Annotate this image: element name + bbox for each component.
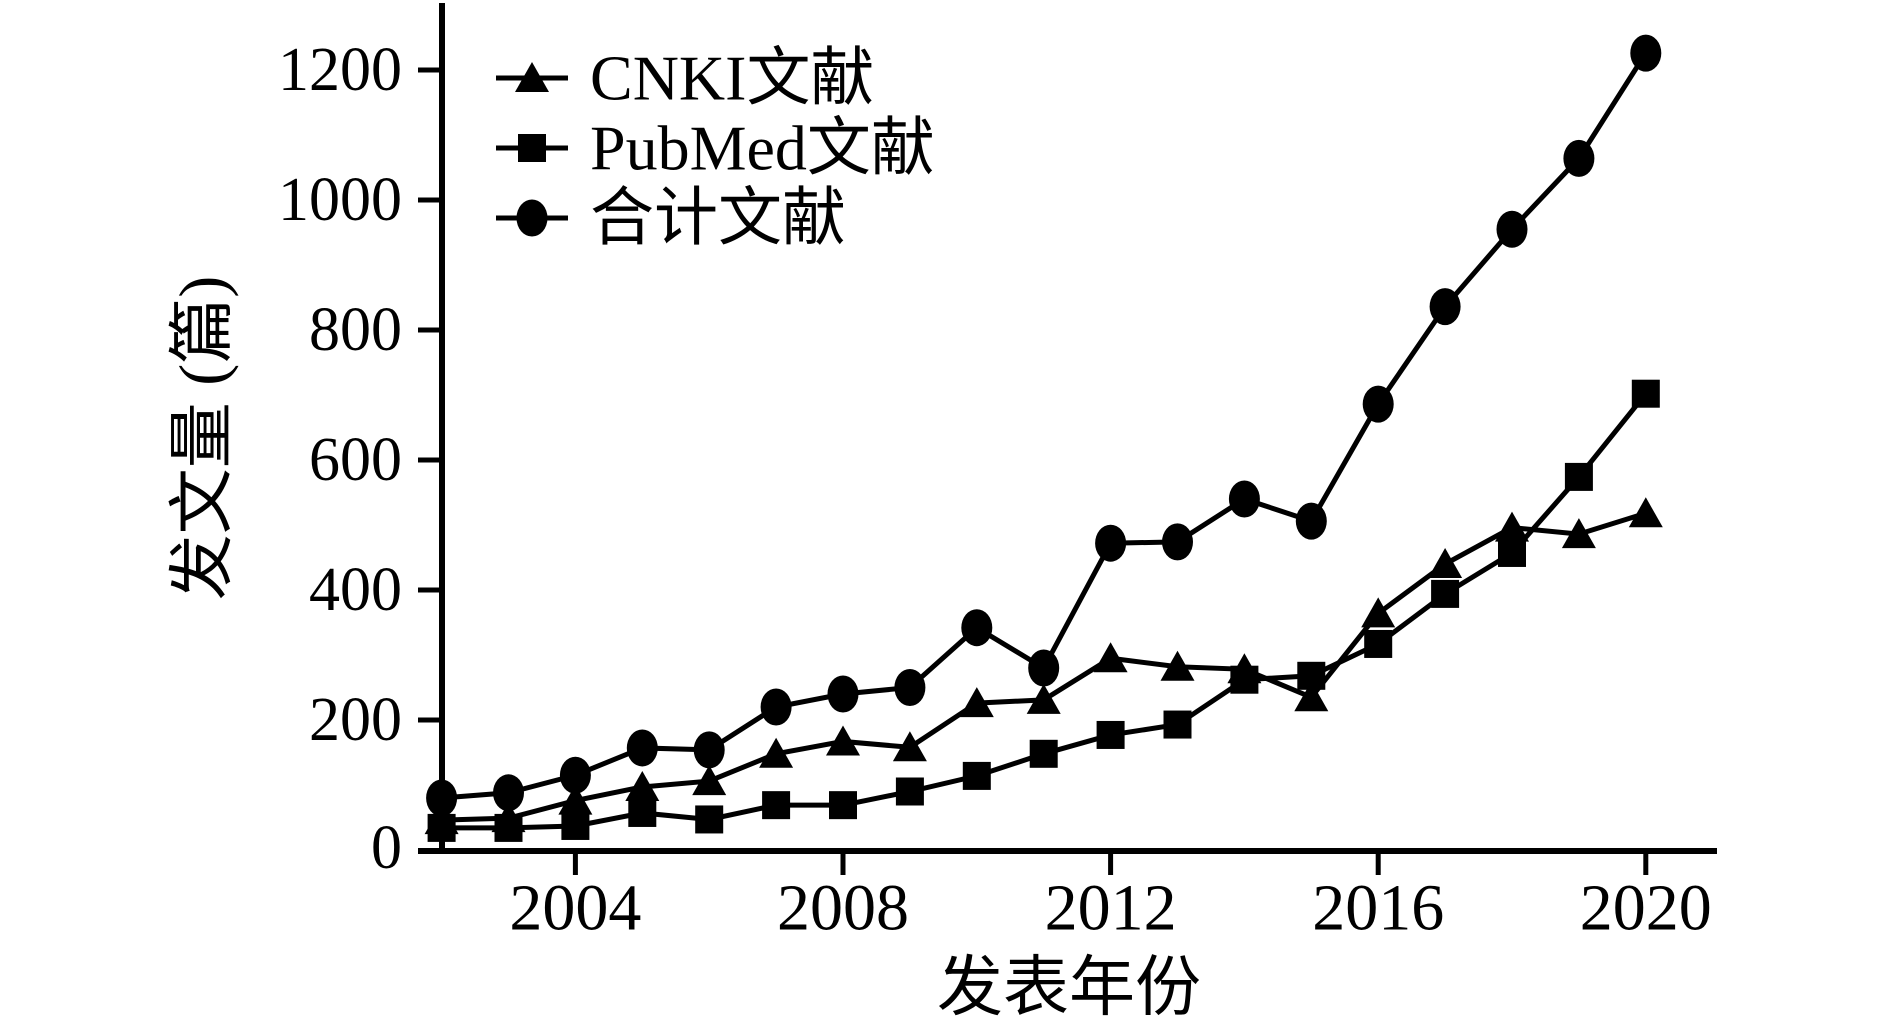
total-point-2016 xyxy=(1362,385,1394,423)
y-axis-ticks xyxy=(418,67,442,723)
total-point-2011 xyxy=(1028,649,1060,687)
total-point-2012 xyxy=(1095,524,1127,562)
pubmed-point-2018 xyxy=(1498,538,1526,567)
axes xyxy=(418,3,1717,854)
cnki-point-2016 xyxy=(1361,597,1396,628)
pubmed-point-2010 xyxy=(962,761,991,790)
total-point-2007 xyxy=(760,688,792,726)
cnki-point-2007 xyxy=(759,737,794,768)
total-point-2019 xyxy=(1563,139,1595,177)
pubmed-point-2019 xyxy=(1564,462,1593,491)
x-tick-label: 2012 xyxy=(1045,872,1177,945)
total-point-2008 xyxy=(827,675,859,713)
total-point-2005 xyxy=(626,729,658,767)
y-tick-label: 1200 xyxy=(278,36,402,104)
legend-label-pubmed: PubMed文献 xyxy=(590,113,935,184)
total-point-2006 xyxy=(693,731,725,769)
x-tick-label: 2016 xyxy=(1312,872,1444,945)
series-cnki xyxy=(424,497,1663,835)
legend-label-cnki: CNKI文献 xyxy=(590,43,874,114)
pubmed-point-2007 xyxy=(762,791,791,820)
y-tick-label: 800 xyxy=(309,296,402,364)
total-point-2017 xyxy=(1429,288,1461,326)
total-point-2004 xyxy=(559,756,591,794)
pubmed-point-2008 xyxy=(829,791,857,820)
pubmed-point-2006 xyxy=(695,805,724,834)
total-point-2018 xyxy=(1496,210,1528,248)
pubmed-point-2005 xyxy=(628,798,657,827)
legend-item-total: 合计文献 xyxy=(496,183,846,254)
x-tick-label: 2004 xyxy=(509,872,641,945)
pubmed-point-2012 xyxy=(1096,720,1125,749)
cnki-point-2018 xyxy=(1495,511,1529,542)
cnki-point-2006 xyxy=(692,765,727,796)
pubmed-point-2002 xyxy=(427,813,456,842)
series-total xyxy=(426,34,1662,817)
total-point-2013 xyxy=(1162,523,1193,561)
x-axis-ticks xyxy=(572,851,1649,875)
cnki-point-2019 xyxy=(1561,518,1596,549)
y-tick-label: 400 xyxy=(309,556,402,624)
cnki-point-2012 xyxy=(1093,642,1128,673)
cnki-point-2004 xyxy=(558,784,593,815)
pubmed-point-2016 xyxy=(1364,629,1393,658)
total-point-2010 xyxy=(961,609,993,647)
x-axis-label: 发表年份 xyxy=(937,952,1201,1025)
cnki-point-2009 xyxy=(892,731,927,762)
cnki-point-2015 xyxy=(1294,681,1329,712)
y-axis-label: 发文量 (篇) xyxy=(167,276,240,600)
total-point-2009 xyxy=(894,669,926,706)
cnki-point-2008 xyxy=(826,725,860,756)
pubmed-point-2014 xyxy=(1230,665,1259,694)
circle-icon xyxy=(516,199,548,237)
x-tick-label: 2020 xyxy=(1580,872,1712,945)
pubmed-point-2017 xyxy=(1431,579,1460,608)
y-tick-label: 1000 xyxy=(278,166,402,234)
total-point-2020 xyxy=(1630,34,1662,72)
legend-label-total: 合计文献 xyxy=(590,183,846,254)
pubmed-point-2015 xyxy=(1297,661,1326,690)
cnki-point-2013 xyxy=(1160,650,1195,681)
y-tick-label: 600 xyxy=(309,426,402,494)
legend-item-pubmed: PubMed文献 xyxy=(496,113,935,184)
triangle-icon xyxy=(515,62,549,92)
total-point-2015 xyxy=(1295,502,1327,540)
x-tick-label: 2008 xyxy=(777,872,909,945)
series-pubmed xyxy=(427,379,1660,842)
total-point-2002 xyxy=(426,779,458,817)
pubmed-point-2020 xyxy=(1631,379,1660,408)
cnki-point-2020 xyxy=(1628,497,1663,528)
cnki-point-2005 xyxy=(625,770,660,801)
cnki-point-2017 xyxy=(1428,548,1463,578)
cnki-point-2010 xyxy=(959,687,994,718)
pubmed-point-2011 xyxy=(1029,739,1058,768)
cnki-point-2011 xyxy=(1026,683,1061,714)
total-point-2003 xyxy=(493,774,524,812)
total-point-2014 xyxy=(1228,480,1260,518)
y-tick-label: 200 xyxy=(309,686,402,754)
square-icon xyxy=(518,134,546,162)
pubmed-point-2003 xyxy=(494,813,523,842)
y-tick-label: 0 xyxy=(371,814,402,882)
pubmed-point-2013 xyxy=(1163,710,1192,739)
legend-item-cnki: CNKI文献 xyxy=(496,43,874,114)
pubmed-point-2004 xyxy=(561,811,590,840)
pubmed-point-2009 xyxy=(895,777,924,806)
